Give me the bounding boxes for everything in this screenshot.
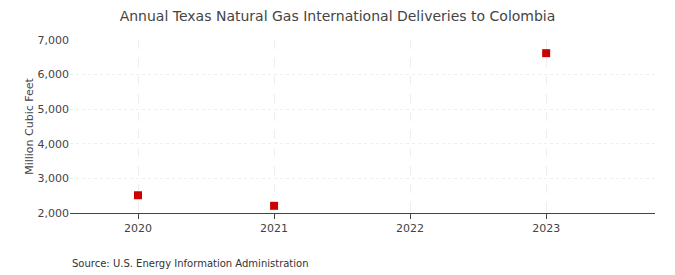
svg-text:2,000: 2,000 (38, 207, 70, 220)
svg-text:5,000: 5,000 (38, 103, 70, 116)
svg-text:2023: 2023 (532, 222, 560, 235)
svg-text:2022: 2022 (396, 222, 424, 235)
svg-text:4,000: 4,000 (38, 138, 70, 151)
svg-text:Annual Texas Natural Gas Inter: Annual Texas Natural Gas International D… (120, 8, 556, 24)
svg-text:Million Cubic Feet: Million Cubic Feet (23, 77, 36, 174)
svg-text:7,000: 7,000 (38, 34, 70, 47)
svg-text:3,000: 3,000 (38, 172, 70, 185)
svg-text:Source: U.S. Energy Informatio: Source: U.S. Energy Information Administ… (72, 258, 309, 269)
svg-text:2020: 2020 (124, 222, 152, 235)
svg-text:2021: 2021 (260, 222, 288, 235)
svg-text:6,000: 6,000 (38, 68, 70, 81)
